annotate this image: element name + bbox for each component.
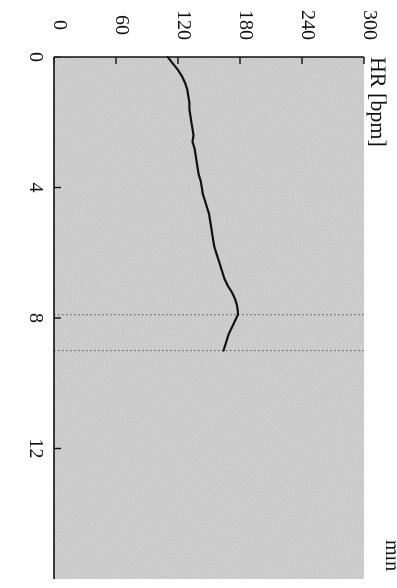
heart-rate-series-line [166, 55, 239, 352]
time-axis-ticks: 0 4 8 12 [25, 52, 61, 459]
hr-tick-label-2: 120 [173, 10, 195, 40]
hr-tick-label-4: 240 [297, 10, 319, 40]
hr-tick-label-3: 180 [235, 10, 257, 40]
hr-tick-label-1: 60 [111, 15, 133, 35]
plot-area [54, 57, 364, 579]
time-tick-label-2: 8 [25, 313, 47, 323]
heart-rate-axis-label: HR [bpm] [366, 57, 391, 147]
time-tick-label-3: 12 [25, 439, 47, 459]
heart-rate-axis-ticks: 0 60 120 180 240 300 [49, 10, 381, 64]
hr-tick-label-0: 0 [49, 20, 71, 30]
time-tick-label-1: 4 [25, 183, 47, 193]
time-tick-label-0: 0 [25, 52, 47, 62]
hr-tick-label-5: 300 [359, 10, 381, 40]
time-axis-label: min [381, 540, 397, 571]
